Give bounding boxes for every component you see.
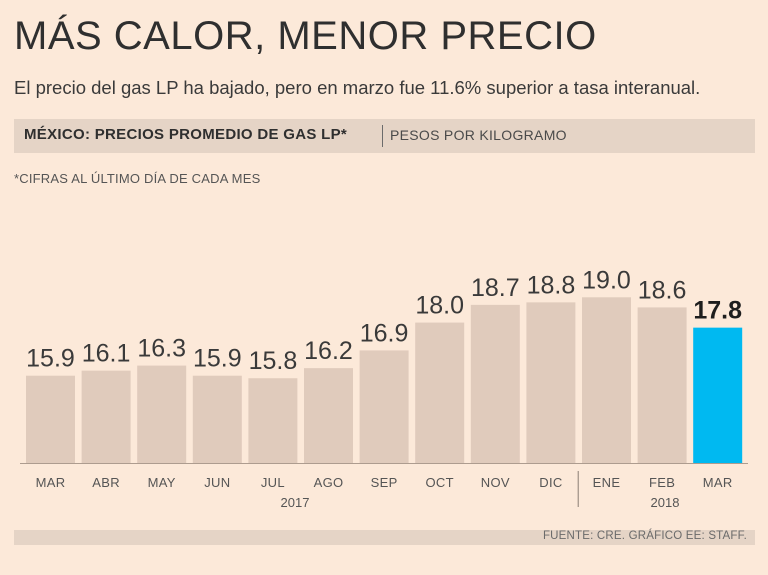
footnote: *CIFRAS AL ÚLTIMO DÍA DE CADA MES <box>14 171 261 186</box>
x-tick-label: DIC <box>539 475 562 490</box>
bar <box>470 304 520 463</box>
bar-value-label: 15.8 <box>249 347 298 375</box>
bar <box>192 375 242 463</box>
bar <box>359 350 409 463</box>
year-label: 2018 <box>651 495 680 510</box>
x-tick-label: AGO <box>314 475 344 490</box>
x-tick-label: OCT <box>426 475 454 490</box>
bar-value-label: 16.9 <box>360 319 409 347</box>
year-label: 2017 <box>281 495 310 510</box>
chart-title: MÁS CALOR, MENOR PRECIO <box>14 14 597 58</box>
bar-value-label: 16.3 <box>137 335 186 363</box>
source-band: FUENTE: CRE. GRÁFICO EE: STAFF. <box>14 530 755 545</box>
x-tick-label: FEB <box>649 475 675 490</box>
bar-value-label: 17.8 <box>693 297 742 325</box>
bar-value-label: 15.9 <box>193 345 242 373</box>
bar <box>304 368 353 463</box>
bar-value-label: 18.0 <box>415 292 464 320</box>
bar <box>137 365 187 463</box>
x-tick-label: NOV <box>481 475 510 490</box>
chart-subtitle: El precio del gas LP ha bajado, pero en … <box>14 77 701 98</box>
bar-value-label: 16.2 <box>304 337 353 365</box>
bar-value-label: 18.6 <box>638 276 687 304</box>
x-tick-label: MAR <box>703 475 733 490</box>
x-tick-label: JUL <box>261 475 285 490</box>
heading-divider <box>382 125 383 147</box>
chart-header-band: MÉXICO: PRECIOS PROMEDIO DE GAS LP* PESO… <box>14 119 755 153</box>
bar <box>637 307 687 463</box>
x-tick-label: MAR <box>36 475 66 490</box>
x-tick-label: ABR <box>92 475 120 490</box>
bar-value-label: 18.8 <box>527 271 576 299</box>
bar-highlight <box>693 327 743 463</box>
x-tick-label: ENE <box>593 475 621 490</box>
bar-value-label: 16.1 <box>82 340 131 368</box>
x-tick-label: JUN <box>204 475 230 490</box>
bar <box>81 370 131 463</box>
unit-label: PESOS POR KILOGRAMO <box>390 127 567 143</box>
bar-value-label: 18.7 <box>471 274 520 302</box>
bar <box>526 302 576 463</box>
chart-heading: MÉXICO: PRECIOS PROMEDIO DE GAS LP* <box>24 126 348 143</box>
source-credit: FUENTE: CRE. GRÁFICO EE: STAFF. <box>542 530 747 542</box>
bar <box>415 322 465 463</box>
bar-value-label: 15.9 <box>26 345 75 373</box>
x-tick-label: SEP <box>371 475 398 490</box>
bar <box>582 297 631 463</box>
bar <box>248 378 298 463</box>
x-tick-label: MAY <box>148 475 176 490</box>
bar <box>26 375 75 463</box>
bar-value-label: 19.0 <box>582 266 631 294</box>
